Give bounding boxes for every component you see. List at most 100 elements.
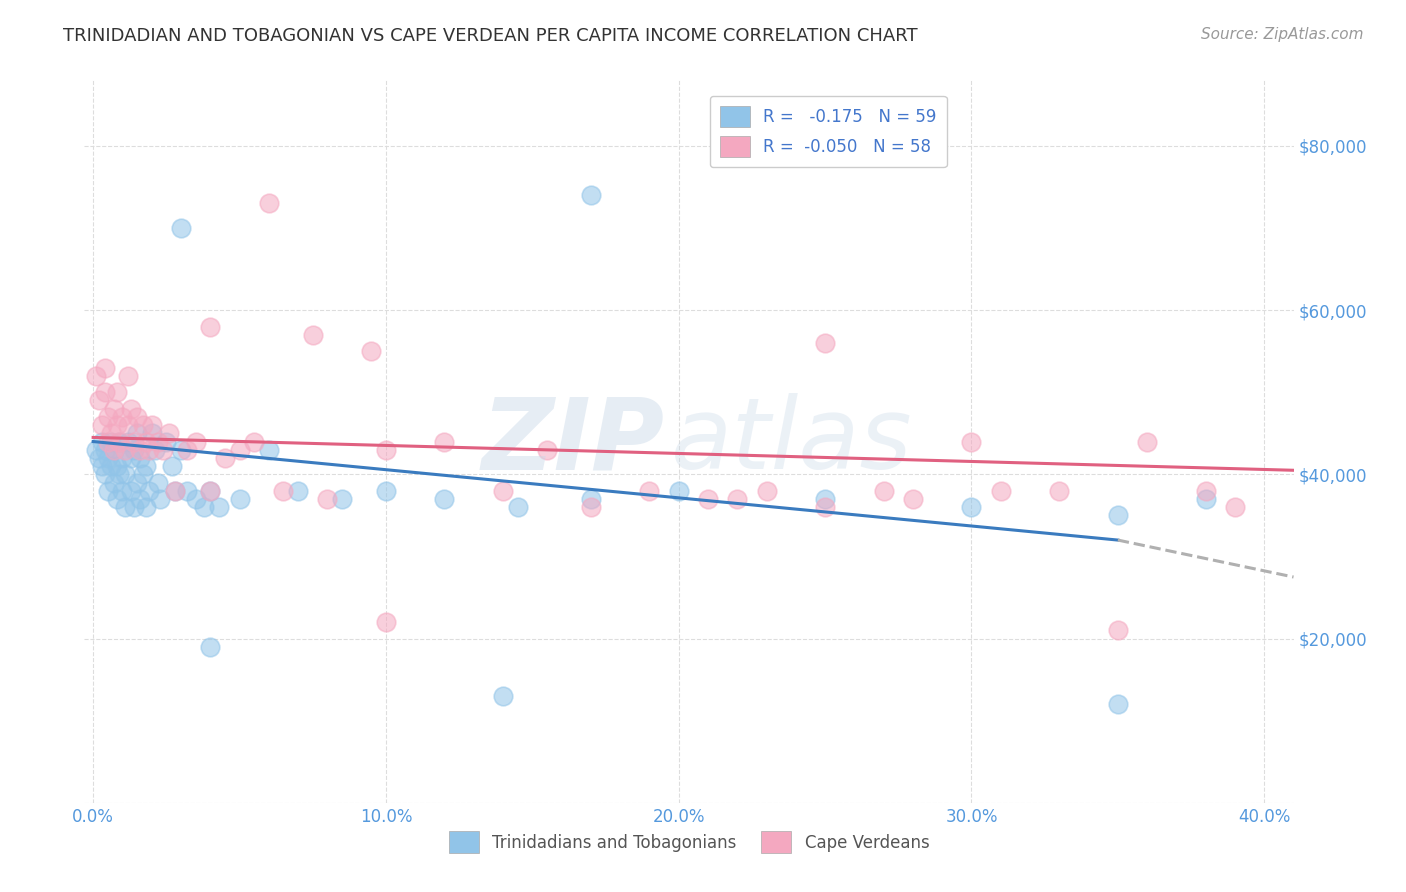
Point [108,434,131,449]
Point [146,434,169,449]
Point [579,491,602,506]
Point [814,491,837,506]
Point [97,450,120,465]
Point [94,467,117,482]
Point [122,442,145,457]
Point [1107,508,1129,523]
Point [228,442,250,457]
Point [492,483,515,498]
Point [117,418,139,433]
Point [105,418,128,433]
Point [84,442,107,457]
Point [1107,698,1129,712]
Point [257,442,280,457]
Point [100,434,122,449]
Point [330,491,353,506]
Point [117,434,139,449]
Point [200,483,222,498]
Point [872,483,894,498]
Point [103,442,125,457]
Point [200,483,222,498]
Point [114,467,136,482]
Point [87,450,110,465]
Point [725,491,748,506]
Point [990,483,1012,498]
Point [111,409,134,424]
Point [105,385,128,400]
Point [1107,624,1129,638]
Point [129,442,152,457]
Point [579,188,602,202]
Text: atlas: atlas [671,393,912,490]
Text: ZIP: ZIP [482,393,665,490]
Point [243,434,266,449]
Point [579,500,602,515]
Point [138,483,160,498]
Point [374,483,396,498]
Text: Source: ZipAtlas.com: Source: ZipAtlas.com [1201,27,1364,42]
Point [103,442,125,457]
Point [257,196,280,211]
Point [135,434,157,449]
Point [165,483,187,498]
Point [1195,491,1218,506]
Point [360,344,382,359]
Point [141,418,163,433]
Point [960,500,983,515]
Point [176,483,198,498]
Point [132,467,155,482]
Point [94,360,117,375]
Point [170,442,193,457]
Point [814,500,837,515]
Point [125,475,148,490]
Point [103,401,125,416]
Point [122,500,145,515]
Point [176,442,198,457]
Point [125,426,148,441]
Point [146,475,169,490]
Point [94,442,117,457]
Legend: Trinidadians and Tobagonians, Cape Verdeans: Trinidadians and Tobagonians, Cape Verde… [441,825,936,860]
Point [697,491,720,506]
Point [108,467,131,482]
Point [638,483,661,498]
Point [90,459,112,474]
Point [138,442,160,457]
Point [200,640,222,654]
Point [100,426,122,441]
Point [141,426,163,441]
Point [374,442,396,457]
Point [105,491,128,506]
Point [97,434,120,449]
Point [184,491,207,506]
Point [433,491,456,506]
Point [87,393,110,408]
Point [122,434,145,449]
Point [228,491,250,506]
Point [149,491,172,506]
Point [193,500,215,515]
Point [165,483,187,498]
Point [1136,434,1159,449]
Point [287,483,309,498]
Point [316,491,339,506]
Point [214,450,236,465]
Point [755,483,778,498]
Point [301,327,323,342]
Point [129,450,152,465]
Point [160,459,183,474]
Point [668,483,690,498]
Point [114,500,136,515]
Point [374,615,396,630]
Point [100,459,122,474]
Point [111,450,134,465]
Point [960,434,983,449]
Point [901,491,924,506]
Point [97,409,120,424]
Point [506,500,529,515]
Point [120,450,142,465]
Point [117,368,139,383]
Point [208,500,231,515]
Point [90,418,112,433]
Point [152,442,174,457]
